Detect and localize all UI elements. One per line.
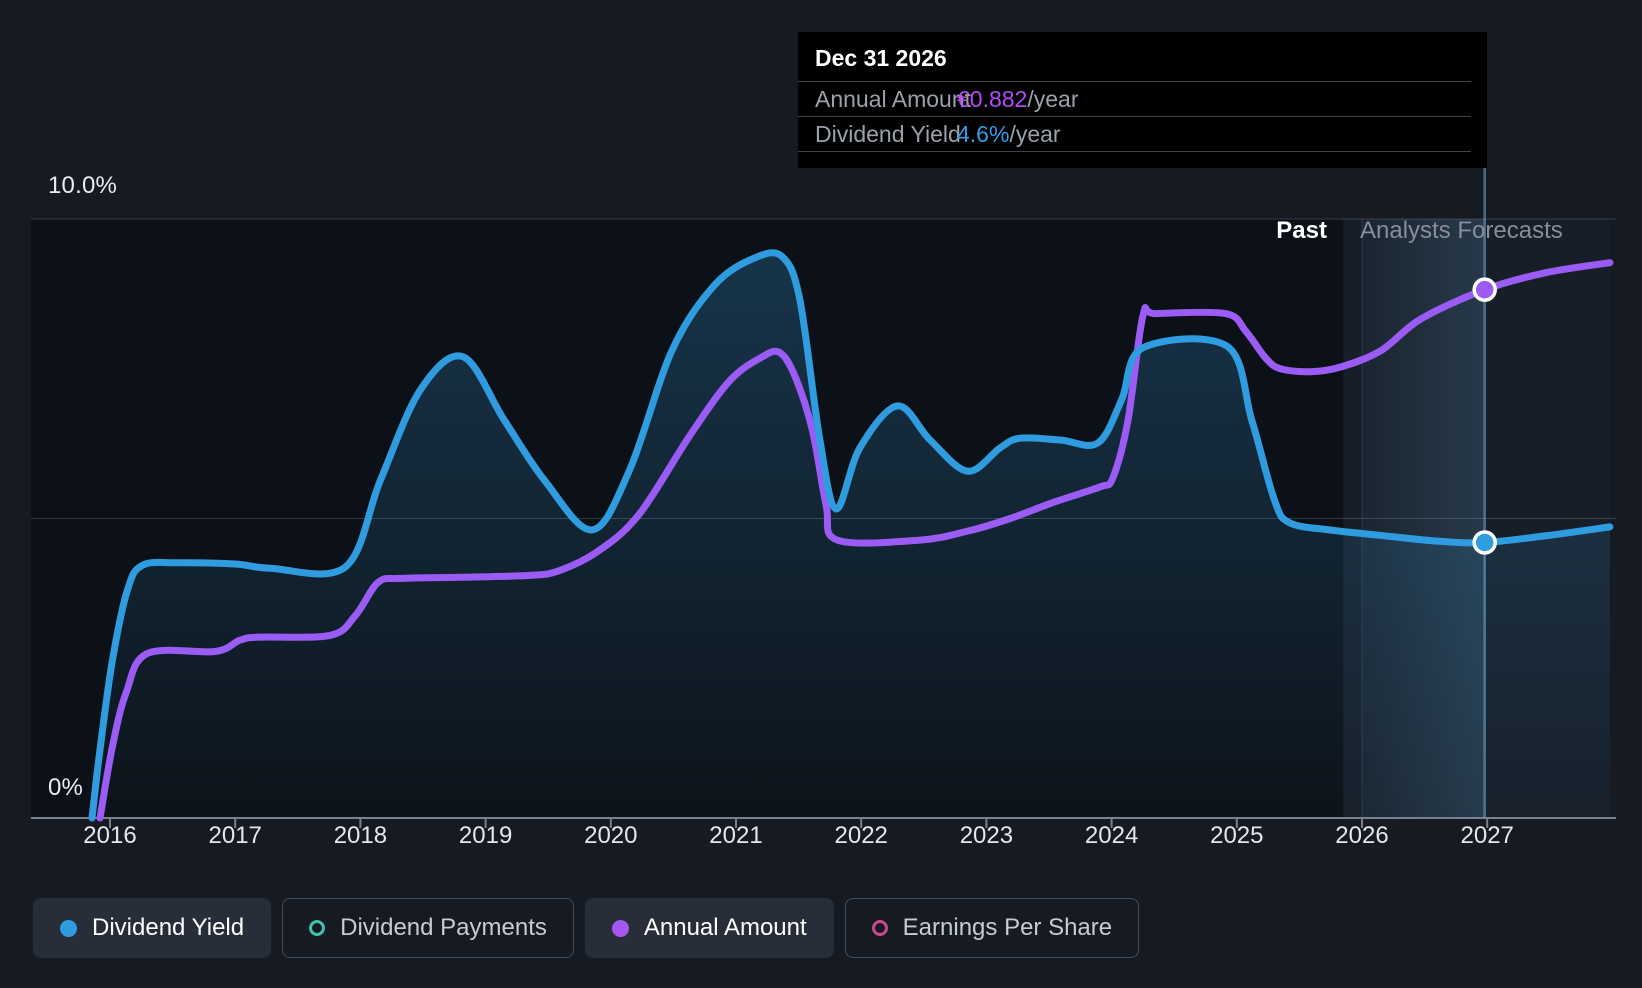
y-axis-top-label: 10.0% — [48, 172, 118, 199]
legend-button-label: Annual Amount — [643, 914, 807, 941]
ring-icon — [309, 920, 326, 936]
dot-icon — [60, 919, 77, 937]
legend-button-label: Dividend Payments — [340, 914, 547, 941]
legend-button-earnings-per-share[interactable]: Earnings Per Share — [844, 898, 1140, 958]
tooltip-row-suffix: /year — [1027, 86, 1079, 112]
tooltip-row-value: €0.882/year — [957, 86, 1079, 112]
y-axis-bottom-label: 0% — [48, 774, 84, 801]
legend-button-label: Earnings Per Share — [902, 914, 1113, 941]
tooltip-row-dividend-yield: Dividend Yield 4.6%/year — [798, 117, 1471, 152]
dividend-yield-area-fill — [92, 252, 1610, 819]
tooltip-date: Dec 31 2026 — [798, 32, 1471, 82]
annual-amount-marker[interactable] — [1472, 277, 1497, 302]
x-tick-label-2026: 2026 — [1335, 822, 1389, 849]
x-tick-label-2020: 2020 — [584, 822, 638, 849]
x-tick-label-2027: 2027 — [1460, 822, 1514, 849]
x-tick-label-2021: 2021 — [709, 822, 763, 849]
legend-button-dividend-payments[interactable]: Dividend Payments — [282, 898, 574, 958]
tooltip-row-value: 4.6%/year — [957, 121, 1061, 147]
tooltip-row-suffix: /year — [1009, 121, 1061, 147]
past-zone-label: Past — [1276, 217, 1327, 244]
x-tick-label-2022: 2022 — [834, 822, 888, 849]
legend-button-dividend-yield[interactable]: Dividend Yield — [33, 898, 272, 958]
x-tick-label-2017: 2017 — [208, 822, 262, 849]
legend-button-label: Dividend Yield — [92, 914, 245, 941]
legend-button-annual-amount[interactable]: Annual Amount — [584, 898, 834, 958]
forecast-zone-label: Analysts Forecasts — [1360, 217, 1563, 244]
tooltip-row-label: Annual Amount — [815, 86, 972, 112]
x-tick-label-2025: 2025 — [1210, 822, 1264, 849]
x-tick-label-2023: 2023 — [959, 822, 1014, 849]
legend-bar: Dividend Yield Dividend Payments Annual Am… — [33, 898, 1140, 958]
x-tick-label-2024: 2024 — [1084, 822, 1139, 849]
x-tick-label-2018: 2018 — [333, 822, 388, 849]
hover-tooltip: Dec 31 2026 Annual Amount €0.882/year Divi… — [798, 32, 1487, 168]
x-tick-label-2016: 2016 — [83, 822, 137, 849]
tooltip-rows: Annual Amount €0.882/year Dividend Yield 4.… — [798, 82, 1487, 152]
x-tick-label-2019: 2019 — [458, 822, 513, 849]
tooltip-row-label: Dividend Yield — [815, 121, 961, 147]
dividend-yield-line[interactable] — [88, 249, 1614, 822]
ring-icon — [871, 920, 888, 936]
annual-amount-line[interactable] — [96, 259, 1614, 822]
dividend-yield-marker[interactable] — [1472, 530, 1497, 555]
tooltip-row-annual-amount: Annual Amount €0.882/year — [798, 82, 1471, 117]
dot-icon — [611, 919, 629, 937]
